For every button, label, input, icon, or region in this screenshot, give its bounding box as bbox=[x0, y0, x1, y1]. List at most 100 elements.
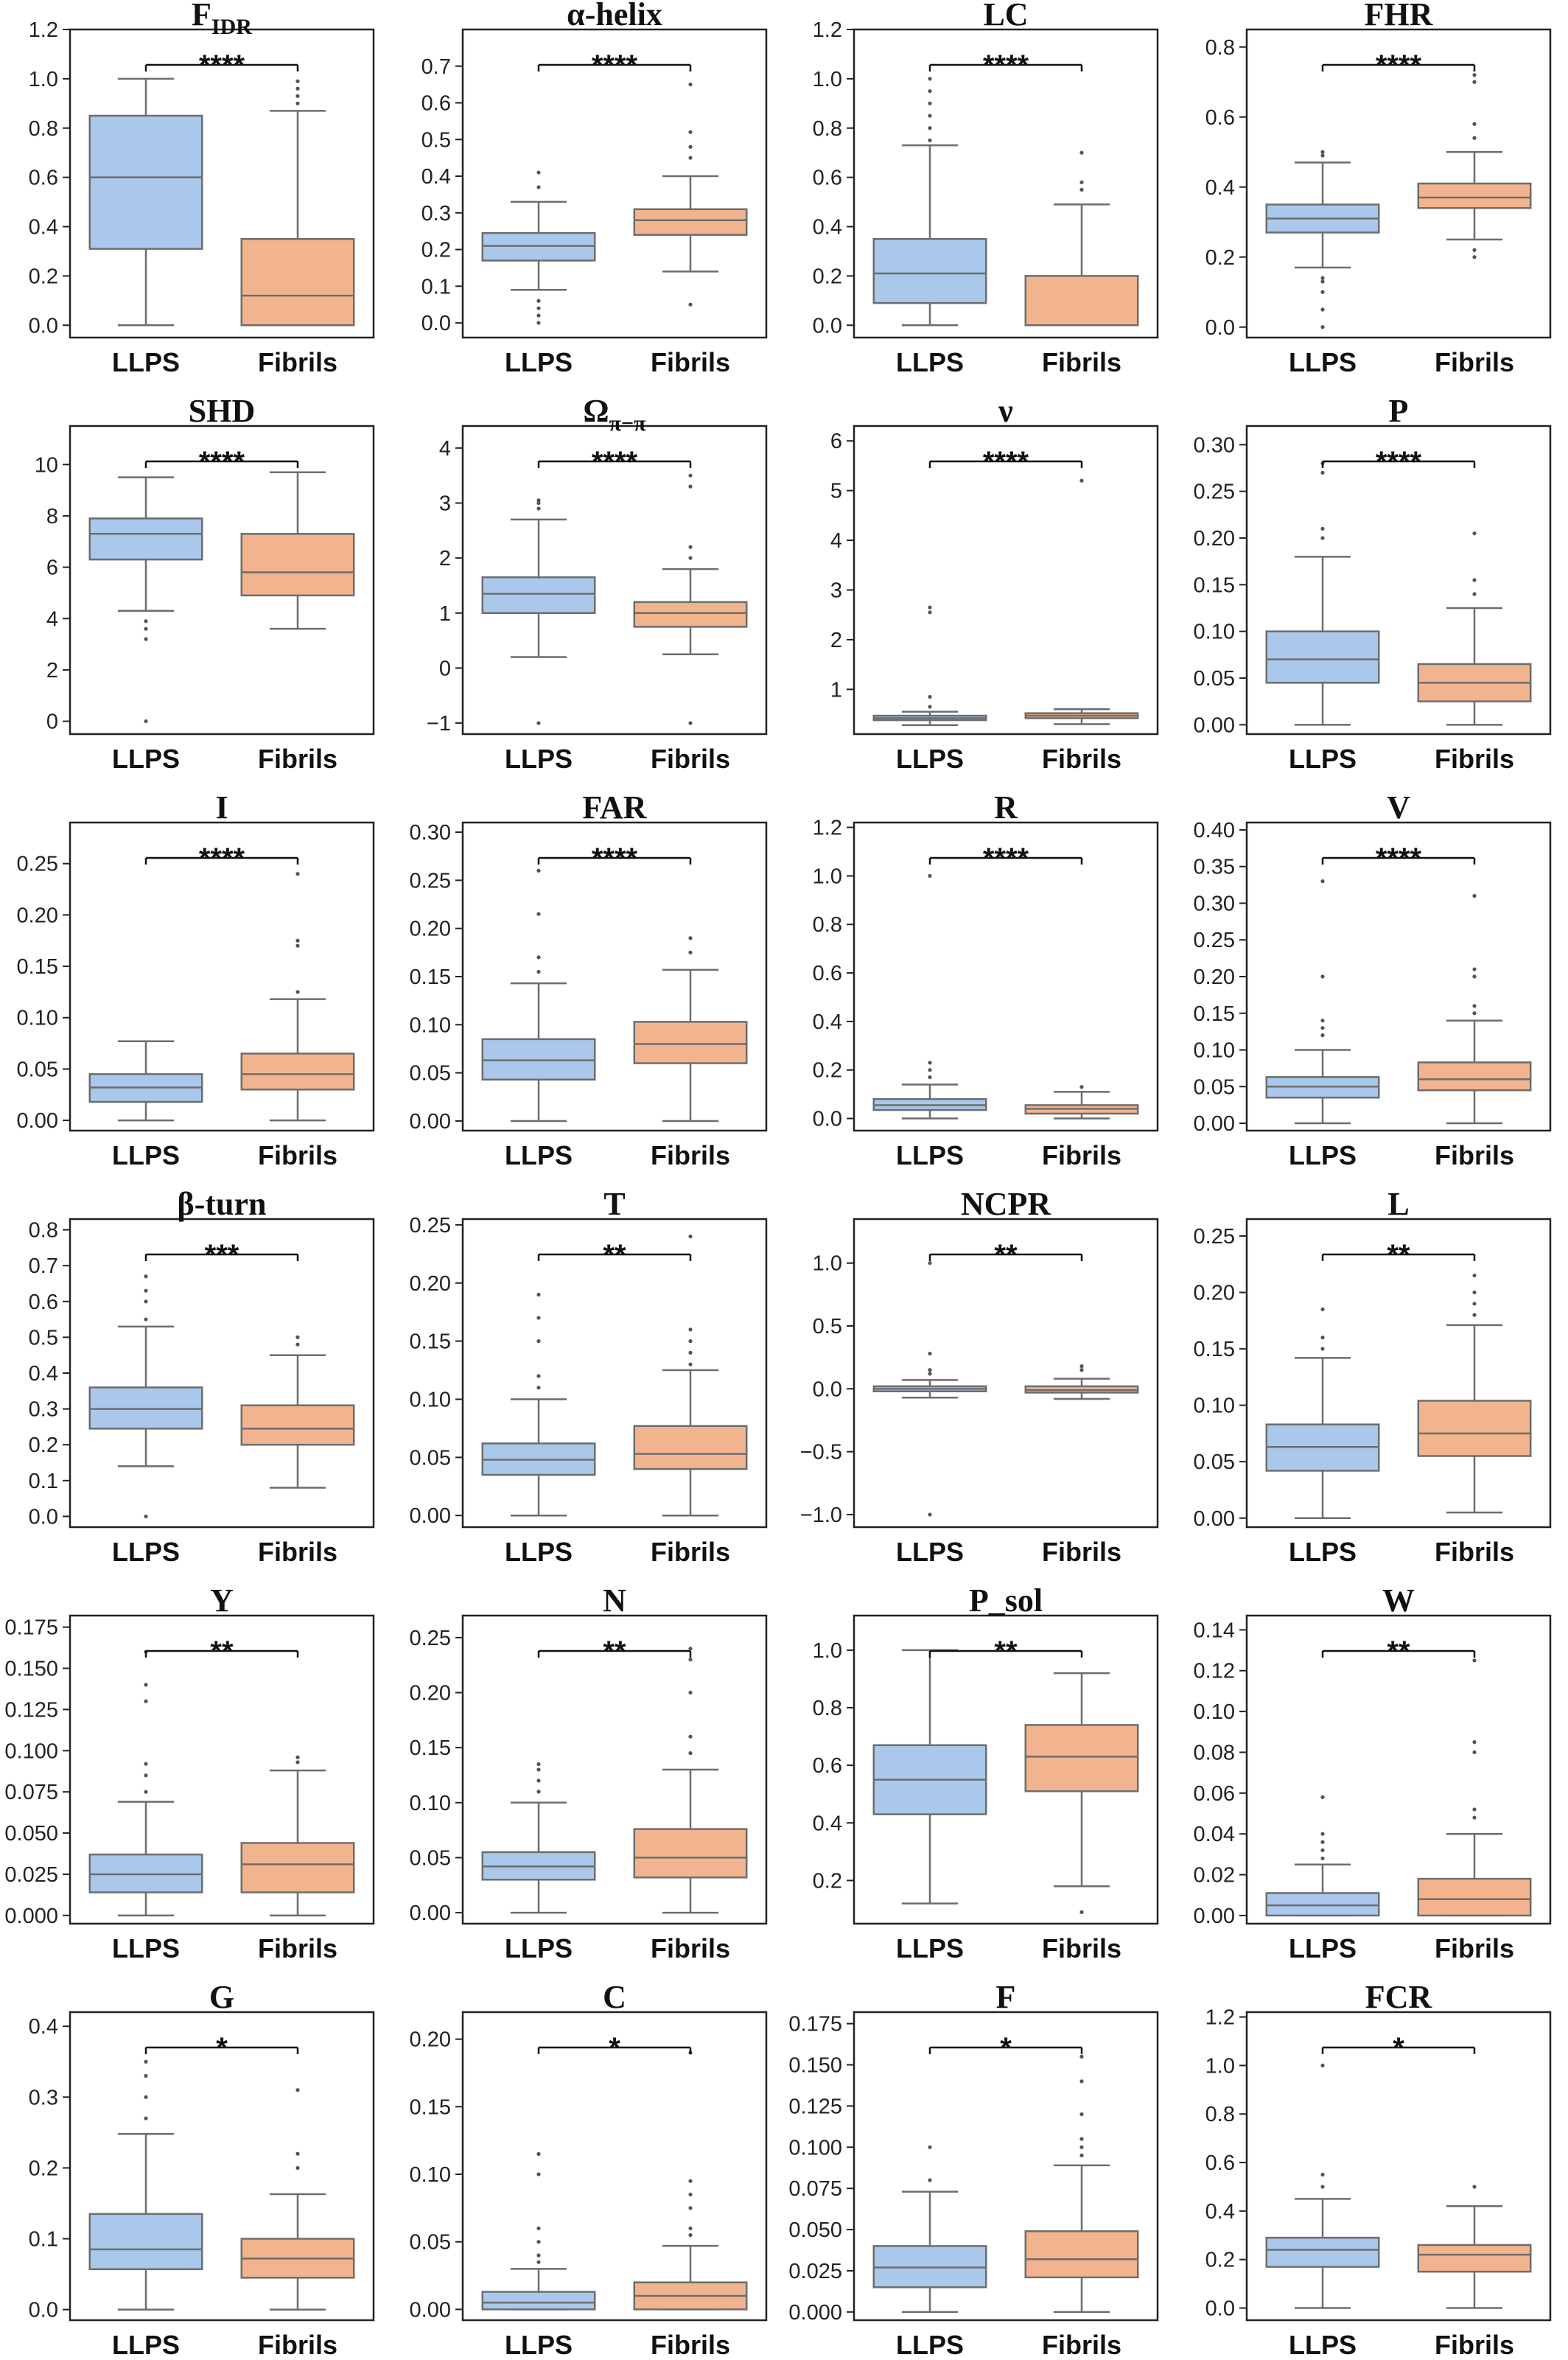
x-category-label: Fibrils bbox=[1435, 744, 1514, 774]
y-tick-label: 0.150 bbox=[4, 1658, 58, 1681]
boxplot-panel: 1 2 3 4 5 6 LLPS Fibrils **** ν bbox=[830, 393, 1159, 774]
outlier-point bbox=[536, 2151, 541, 2157]
outlier-point bbox=[1472, 136, 1477, 140]
boxplot-panel: 0.0 0.2 0.4 0.6 0.8 1.0 1.2 LLPS Fibrils **** R bbox=[813, 789, 1159, 1170]
x-category-label: LLPS bbox=[505, 1140, 573, 1170]
panel-title-main: P bbox=[1389, 393, 1409, 429]
boxplot-panel: −1 0 1 2 3 4 LLPS Fibrils **** Ωπ−π bbox=[427, 393, 768, 774]
boxplot-panel: 0 2 4 6 8 10 LLPS Fibrils **** SHD bbox=[35, 393, 375, 774]
outlier-point bbox=[688, 2206, 693, 2210]
boxplot-panel: 0.0 0.2 0.4 0.6 0.8 1.0 1.2 LLPS Fibrils **** LC bbox=[813, 0, 1159, 377]
plot-frame bbox=[853, 425, 1159, 736]
y-tick-label: 0.8 bbox=[1205, 2103, 1235, 2126]
x-category-label: LLPS bbox=[505, 347, 573, 377]
outlier-point bbox=[928, 1261, 932, 1265]
y-tick-label: 0.00 bbox=[410, 1110, 451, 1134]
outlier-point bbox=[295, 86, 300, 91]
significance-stars: ** bbox=[210, 1635, 234, 1668]
y-tick-label: 8 bbox=[46, 505, 58, 528]
panel-title: FHR bbox=[1365, 0, 1434, 32]
significance-stars: ** bbox=[603, 1239, 626, 1271]
y-tick-label: 0.050 bbox=[788, 2218, 842, 2242]
significance-stars: * bbox=[609, 2032, 620, 2064]
outlier-point bbox=[1472, 73, 1477, 77]
box-iqr bbox=[481, 1038, 596, 1081]
y-tick-label: 3 bbox=[439, 492, 451, 516]
outlier-point bbox=[1320, 1832, 1325, 1836]
boxplot-panel: 0.00 0.05 0.10 0.15 0.20 0.25 0.30 0.35 0.40 LLPS… bbox=[1194, 789, 1552, 1170]
panel-title: L bbox=[1387, 1186, 1409, 1222]
box-llps bbox=[481, 868, 596, 1123]
y-tick-label: 0.4 bbox=[813, 1812, 842, 1835]
outlier-point bbox=[688, 545, 693, 549]
outlier-point bbox=[928, 610, 932, 615]
outlier-point bbox=[1472, 2185, 1477, 2189]
boxplot-panel: 0.0 0.2 0.4 0.6 0.8 1.0 1.2 LLPS Fibrils **** FIDR bbox=[29, 0, 375, 377]
y-tick-label: 0.05 bbox=[17, 1058, 58, 1081]
x-category-label: Fibrils bbox=[1435, 2330, 1514, 2360]
outlier-point bbox=[688, 1235, 693, 1239]
outlier-point bbox=[688, 1658, 693, 1662]
box-llps bbox=[481, 1762, 596, 1914]
x-category-label: Fibrils bbox=[258, 1140, 337, 1170]
outlier-point bbox=[1320, 1840, 1325, 1844]
outlier-point bbox=[688, 2192, 693, 2197]
outlier-point bbox=[928, 705, 932, 709]
significance-stars: **** bbox=[983, 446, 1029, 478]
plot-frame bbox=[69, 425, 375, 736]
panel-title-main: V bbox=[1387, 789, 1410, 825]
y-tick-label: 0.4 bbox=[29, 216, 58, 240]
outlier-point bbox=[1472, 80, 1477, 84]
y-tick-label: 0.15 bbox=[410, 1736, 451, 1760]
outlier-point bbox=[688, 1327, 693, 1332]
x-category-label: LLPS bbox=[1289, 1537, 1357, 1567]
y-tick-label: 0.025 bbox=[4, 1863, 58, 1887]
y-tick-label: 0.5 bbox=[421, 128, 451, 152]
panel-title: N bbox=[603, 1582, 626, 1619]
y-tick-label: 0.075 bbox=[788, 2177, 842, 2201]
outlier-point bbox=[536, 1386, 541, 1390]
box-fibrils bbox=[240, 471, 355, 630]
outlier-point bbox=[1472, 1807, 1477, 1812]
outlier-point bbox=[536, 1374, 541, 1378]
outlier-point bbox=[1320, 1795, 1325, 1799]
y-tick-label: 1.0 bbox=[813, 1252, 842, 1276]
x-category-label: Fibrils bbox=[1042, 2330, 1121, 2360]
y-tick-label: 0.6 bbox=[813, 167, 842, 190]
outlier-point bbox=[144, 1762, 148, 1766]
x-category-label: Fibrils bbox=[1042, 1140, 1121, 1170]
y-tick-label: 0.0 bbox=[1205, 2297, 1235, 2321]
boxplot-panel: 0.00 0.05 0.10 0.15 0.20 0.25 LLPS Fibrils ** L bbox=[1194, 1186, 1552, 1567]
outlier-point bbox=[1079, 2137, 1084, 2141]
outlier-point bbox=[1472, 1313, 1477, 1317]
panel-title-main: L bbox=[1387, 1186, 1409, 1222]
y-tick-label: 6 bbox=[46, 556, 58, 580]
box-fibrils bbox=[1024, 1672, 1139, 1914]
panel-title-main: NCPR bbox=[961, 1186, 1051, 1222]
box-llps bbox=[1265, 1307, 1380, 1520]
y-tick-label: 0.000 bbox=[788, 2301, 842, 2325]
box-llps bbox=[872, 1649, 987, 1905]
x-category-label: LLPS bbox=[1289, 2330, 1357, 2360]
x-category-label: Fibrils bbox=[651, 2330, 730, 2360]
outlier-point bbox=[1079, 2145, 1084, 2149]
panel-title: C bbox=[603, 1979, 626, 2015]
y-tick-label: 0.05 bbox=[410, 1446, 451, 1470]
outlier-point bbox=[1472, 1302, 1477, 1306]
y-tick-label: 0.10 bbox=[1194, 1039, 1235, 1063]
box-llps bbox=[88, 2059, 203, 2311]
y-tick-label: 0.2 bbox=[813, 1059, 842, 1083]
box-iqr bbox=[240, 1404, 355, 1446]
y-tick-label: 0.25 bbox=[1194, 481, 1235, 504]
outlier-point bbox=[688, 302, 693, 307]
x-category-label: Fibrils bbox=[258, 1537, 337, 1567]
y-tick-label: 0 bbox=[46, 711, 58, 734]
outlier-point bbox=[928, 873, 932, 879]
box-iqr bbox=[240, 533, 355, 597]
outlier-point bbox=[928, 1351, 932, 1356]
y-tick-label: 1.2 bbox=[813, 18, 842, 42]
outlier-point bbox=[1320, 1336, 1325, 1340]
y-tick-label: 0.10 bbox=[17, 1007, 58, 1030]
y-tick-label: 0.8 bbox=[1205, 36, 1235, 60]
